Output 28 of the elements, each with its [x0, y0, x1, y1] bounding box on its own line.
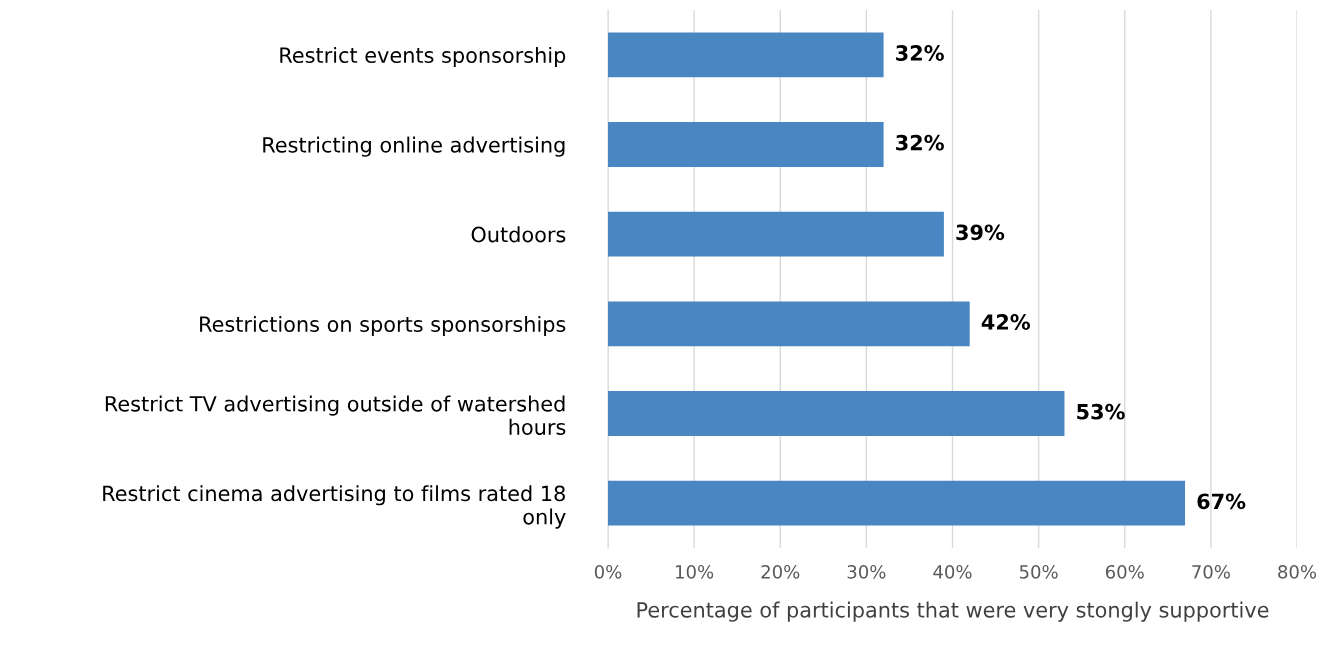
bar	[608, 480, 1186, 526]
bar	[608, 32, 884, 78]
x-tick-label: 70%	[1192, 564, 1230, 579]
data-label: 53%	[1077, 403, 1125, 420]
y-tick-label: Restrict cinema advertising to films rated 18 only	[103, 485, 566, 529]
data-label: 32%	[896, 45, 944, 61]
x-tick-label: 30%	[847, 564, 886, 579]
x-tick-label: 0%	[594, 564, 622, 579]
bar	[608, 211, 944, 257]
data-label: 42%	[981, 314, 1031, 330]
data-label: 67%	[1197, 493, 1246, 510]
x-tick-label: 50%	[1019, 564, 1058, 579]
bar	[608, 301, 970, 347]
data-label: 39%	[956, 224, 1005, 241]
y-tick-label: Restricting online advertising	[263, 136, 565, 157]
x-tick-label: 60%	[1105, 564, 1144, 579]
x-axis-title: Percentage of participants that were very stongly supportive	[637, 601, 1269, 622]
y-tick-label: Restrictions on sports sponsorships	[200, 315, 566, 337]
x-tick-label: 20%	[761, 564, 800, 579]
x-tick-label: 10%	[676, 564, 714, 579]
x-tick-label: 40%	[933, 564, 972, 579]
y-tick-label: Restrict TV advertising outside of watershed hours	[105, 395, 566, 435]
bar	[608, 122, 884, 167]
bar	[608, 391, 1065, 436]
y-tick-label: Outdoors	[471, 226, 566, 243]
x-tick-label: 80%	[1278, 564, 1317, 579]
data-label: 32%	[896, 134, 944, 151]
y-tick-label: Restrict events sponsorship	[280, 46, 566, 68]
